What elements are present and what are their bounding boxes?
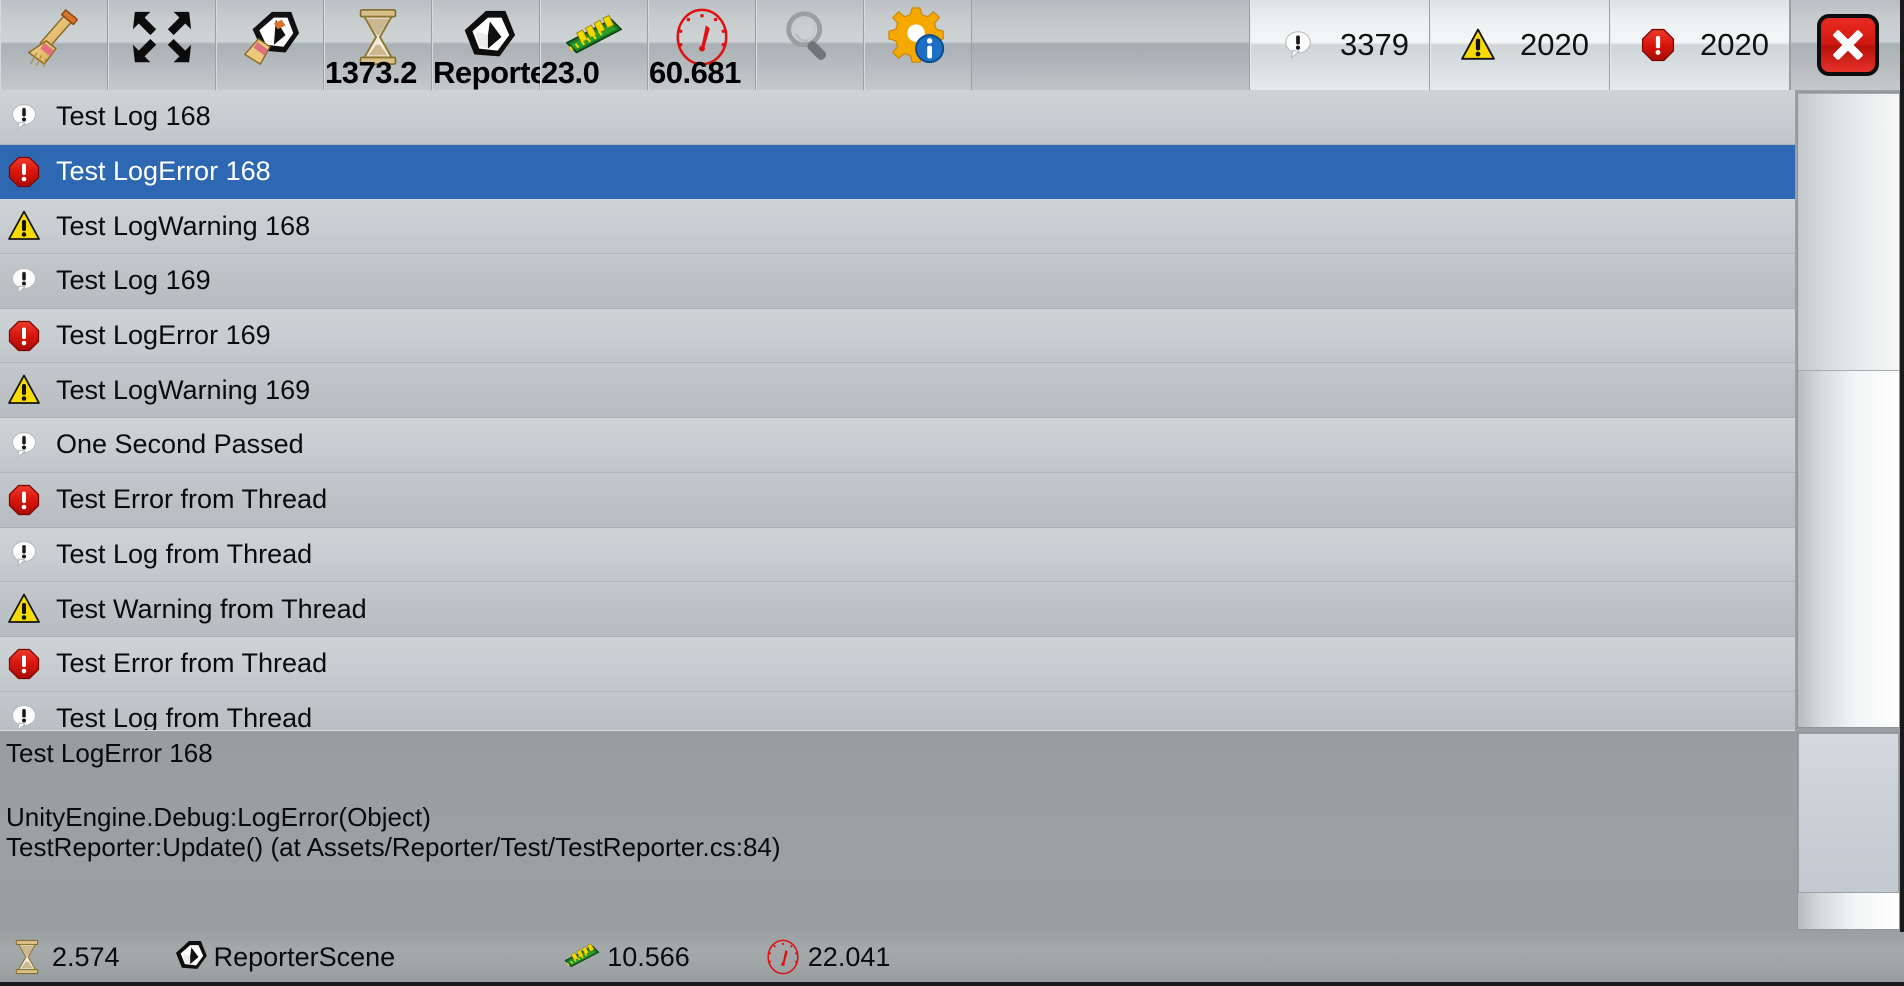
collapse-arrows-icon xyxy=(131,6,193,68)
log-list-scrollbar[interactable] xyxy=(1797,92,1900,728)
toolbar-spacer xyxy=(972,0,1250,90)
hourglass-icon xyxy=(8,938,46,976)
detail-stacktrace: UnityEngine.Debug:LogError(Object) TestR… xyxy=(6,801,781,862)
warning-count-value: 2020 xyxy=(1520,27,1589,62)
toolbar: 1373.2 ReporterScene23.0 60.681 3379 2020 202… xyxy=(0,0,1904,90)
status-memory-value: 10.566 xyxy=(607,941,690,972)
log-row-message: One Second Passed xyxy=(56,429,304,460)
unity-icon xyxy=(170,938,208,976)
log-row-message: Test Log 169 xyxy=(56,265,211,296)
error-count-value: 2020 xyxy=(1700,27,1769,62)
error-octagon-icon xyxy=(8,156,40,188)
status-scene: ReporterScene xyxy=(170,930,396,984)
log-count[interactable]: 3379 xyxy=(1250,0,1430,90)
log-row-message: Test Warning from Thread xyxy=(56,593,367,624)
warning-count[interactable]: 2020 xyxy=(1430,0,1610,90)
fps-button[interactable]: 60.681 xyxy=(648,0,756,90)
broom-icon xyxy=(23,6,85,68)
speedometer-icon xyxy=(671,6,733,68)
search-button[interactable] xyxy=(756,0,864,90)
log-row[interactable]: Test Warning from Thread xyxy=(0,582,1795,637)
log-row-message: Test Log 168 xyxy=(56,101,211,132)
collapse-button[interactable] xyxy=(108,0,216,90)
detail-scrollbar[interactable] xyxy=(1797,732,1900,930)
log-info-icon xyxy=(8,265,40,297)
log-row[interactable]: Test LogError 168 xyxy=(0,144,1795,200)
detail-title: Test LogError 168 xyxy=(6,738,213,768)
log-row[interactable]: Test LogError 169 xyxy=(0,308,1795,364)
log-row[interactable]: Test Log 168 xyxy=(0,90,1795,145)
memory-button[interactable]: 23.0 xyxy=(540,0,648,90)
error-octagon-icon xyxy=(8,648,40,680)
status-scene-value: ReporterScene xyxy=(213,941,396,972)
detail-spacer xyxy=(6,769,1789,803)
log-row-message: Test Log from Thread xyxy=(56,702,313,730)
error-octagon-icon xyxy=(8,484,40,516)
fps-button-value: 60.681 xyxy=(649,55,741,90)
status-fps: 22.041 xyxy=(764,930,891,984)
log-row-message: Test Error from Thread xyxy=(56,648,328,679)
info-button[interactable] xyxy=(864,0,972,90)
detail-panel[interactable]: Test LogError 168 UnityEngine.Debug:LogE… xyxy=(0,730,1795,932)
log-info-icon xyxy=(8,429,40,461)
warning-triangle-icon xyxy=(1461,28,1495,62)
error-octagon-icon xyxy=(1641,28,1675,62)
log-count-value: 3379 xyxy=(1340,27,1409,62)
time-button-value: 1373.2 xyxy=(325,55,417,90)
hourglass-icon xyxy=(347,6,409,68)
warning-triangle-icon xyxy=(8,210,40,242)
log-row[interactable]: Test Log from Thread xyxy=(0,527,1795,583)
warning-triangle-icon xyxy=(8,593,40,625)
status-time-value: 2.574 xyxy=(52,941,120,972)
memory-chip-icon xyxy=(563,6,625,68)
window-right-edge xyxy=(1900,0,1904,932)
status-time: 2.574 xyxy=(8,930,120,984)
scrollbar-divider xyxy=(1795,728,1904,732)
memory-button-value: 23.0 xyxy=(541,55,600,90)
log-list-scrollbar-thumb[interactable] xyxy=(1798,93,1899,371)
broom-unity-icon xyxy=(239,6,301,68)
close-x-icon[interactable] xyxy=(1816,14,1879,76)
log-row[interactable]: Test Error from Thread xyxy=(0,636,1795,692)
log-info-icon xyxy=(8,702,40,730)
error-octagon-icon xyxy=(8,320,40,352)
log-row[interactable]: Test LogWarning 169 xyxy=(0,363,1795,419)
magnifier-icon xyxy=(779,6,841,68)
log-row[interactable]: Test Log from Thread xyxy=(0,691,1795,730)
status-memory: 10.566 xyxy=(563,930,690,984)
log-list[interactable]: Test Log 168 Test LogError 168 Test LogWar… xyxy=(0,90,1795,730)
speedometer-icon xyxy=(764,938,802,976)
scene-button[interactable]: ReporterScene xyxy=(432,0,648,90)
warning-triangle-icon xyxy=(8,374,40,406)
detail-scrollbar-thumb[interactable] xyxy=(1798,733,1899,893)
gear-info-icon xyxy=(887,6,949,68)
memory-chip-icon xyxy=(563,938,601,976)
log-row[interactable]: Test Error from Thread xyxy=(0,472,1795,528)
error-count[interactable]: 2020 xyxy=(1610,0,1790,90)
log-info-icon xyxy=(8,538,40,570)
log-row[interactable]: Test LogWarning 168 xyxy=(0,199,1795,255)
log-row-message: Test Error from Thread xyxy=(56,484,328,515)
log-row[interactable]: One Second Passed xyxy=(0,418,1795,473)
clear-button[interactable] xyxy=(0,0,108,90)
clear-on-new-scene-button[interactable] xyxy=(216,0,324,90)
log-row-message: Test LogError 168 xyxy=(56,156,271,187)
time-button[interactable]: 1373.2 xyxy=(324,0,432,90)
log-info-icon xyxy=(1281,28,1315,62)
status-fps-value: 22.041 xyxy=(807,941,891,972)
log-info-icon xyxy=(8,101,40,133)
close-button[interactable] xyxy=(1790,0,1904,90)
log-row[interactable]: Test Log 169 xyxy=(0,254,1795,309)
status-bar: 2.574 ReporterScene 10.566 22.041 xyxy=(0,932,1904,986)
log-row-message: Test LogWarning 169 xyxy=(56,374,311,405)
log-row-message: Test LogError 169 xyxy=(56,320,271,351)
unity-icon xyxy=(455,6,517,68)
log-row-message: Test LogWarning 168 xyxy=(56,210,311,241)
log-row-message: Test Log from Thread xyxy=(56,538,313,569)
